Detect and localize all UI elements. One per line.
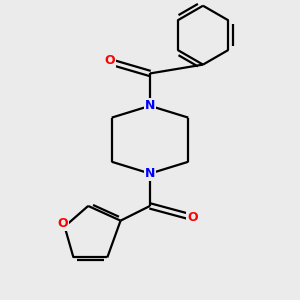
Text: O: O bbox=[58, 217, 68, 230]
Text: N: N bbox=[145, 99, 155, 112]
Text: O: O bbox=[104, 54, 115, 67]
Text: O: O bbox=[188, 211, 198, 224]
Text: N: N bbox=[145, 167, 155, 180]
